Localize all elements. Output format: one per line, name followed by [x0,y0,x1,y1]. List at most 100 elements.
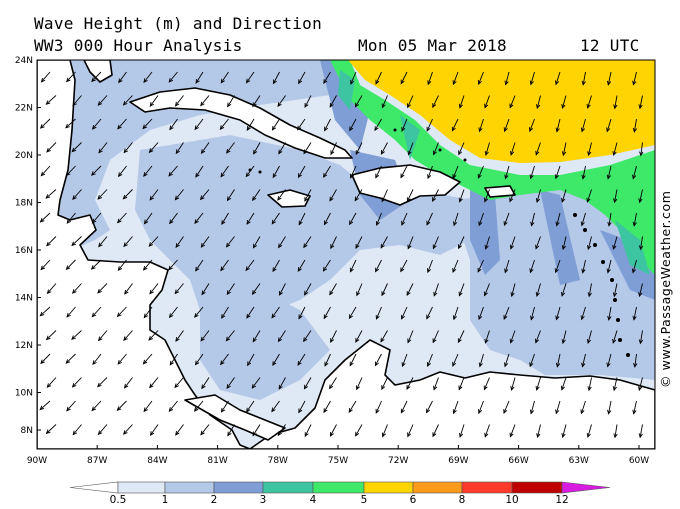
wave-arrow [536,95,541,110]
wave-arrow [297,259,306,272]
wave-arrow [329,377,337,390]
longitude-label: 69W [448,456,468,466]
wave-arrow [66,306,76,318]
wave-arrow [122,424,133,435]
wave-arrow [143,306,153,319]
wave-arrow [401,306,408,320]
wave-arrow [478,400,484,415]
wave-arrow [142,259,153,271]
wave-arrow [142,353,153,365]
wave-arrow [400,400,408,414]
wave-arrow [406,283,414,297]
latitude-label: 22N [15,104,33,114]
wave-arrow [555,118,561,133]
wave-arrow [458,95,465,109]
wave-arrow [478,212,484,227]
wave-arrow [407,236,414,250]
wave-arrow [46,283,57,295]
wave-arrow [349,212,357,226]
wave-arrow [632,118,638,133]
wave-arrow [253,142,261,155]
latitude-axis: 24N 22N 20N 18N 16N 14N 12N 10N 8N [15,56,41,436]
central-america-land [37,60,251,449]
wave-arrow [116,400,127,411]
wave-arrow [226,377,235,390]
wave-arrow [45,189,57,199]
wave-arrow [638,189,643,204]
wave-arrow [400,259,408,273]
wave-arrow [375,306,382,320]
wave-arrow [607,400,612,415]
wave-arrow [484,236,490,250]
wave-arrow [432,424,439,438]
wave-arrow [65,118,76,129]
wave-arrow [278,236,286,249]
wave-arrow [606,259,612,274]
wave-arrow [503,400,510,414]
wave-arrow [323,71,331,85]
wave-arrow [606,71,612,86]
wave-arrow [148,236,159,247]
wave-arrow [581,259,586,274]
wave-arrow [581,165,586,180]
wave-arrow [195,259,204,272]
wave-arrow [323,306,331,320]
wave-arrow [638,424,643,439]
wave-arrow [452,306,459,321]
wave-arrow [451,118,459,132]
wave-arrow [401,353,408,368]
wave-arrow [535,189,541,204]
wave-arrow [303,236,312,249]
wave-arrow [148,142,159,154]
wave-arrow [98,142,108,154]
wave-arrow [272,259,280,273]
wave-arrow [45,330,57,341]
wave-arrow [349,118,357,132]
wave-arrow [221,306,229,319]
wave-arrow [175,330,184,342]
wave-arrow [247,353,255,367]
wave-arrow [97,330,108,342]
wave-arrow [529,118,535,133]
wave-arrow [149,95,159,107]
wave-arrow [168,306,178,319]
wave-arrow [245,259,255,272]
wave-arrow [348,306,357,320]
wave-arrow [432,142,439,156]
wave-arrow [246,306,255,319]
latitude-label: 12N [15,341,33,351]
wave-arrow [459,424,465,438]
wave-arrow [484,424,490,438]
wave-arrow [400,71,408,85]
wave-arrow [116,212,127,224]
wave-arrow [46,236,57,247]
longitude-label: 87W [87,456,107,466]
wave-arrow [40,353,51,365]
wave-arrow [632,212,637,227]
wave-arrow [587,283,592,298]
wave-zone-2-3m [470,190,500,275]
wave-arrow [72,189,82,201]
wave-arrow [329,95,337,108]
valid-date: Mon 05 Mar 2018 [358,36,507,55]
wave-arrow [484,330,490,344]
wave-arrow [143,212,153,225]
wave-arrow [612,283,618,298]
latitude-label: 24N [15,56,33,66]
wave-arrow [509,95,516,109]
wave-arrow [509,424,516,438]
wave-arrow [117,259,127,271]
wave-arrow [91,306,102,318]
wave-arrow [426,212,433,226]
cuba-land [129,87,353,159]
wave-arrow [381,377,388,391]
wave-arrow [195,165,204,178]
wave-arrow [606,165,612,180]
wave-arrow [174,95,184,107]
wave-arrow [509,189,516,203]
wave-arrow [407,95,414,109]
wave-arrow [298,306,306,320]
wave-zone-5-6m [348,60,655,163]
wave-arrow [39,118,51,129]
wave-arrow [355,236,363,249]
